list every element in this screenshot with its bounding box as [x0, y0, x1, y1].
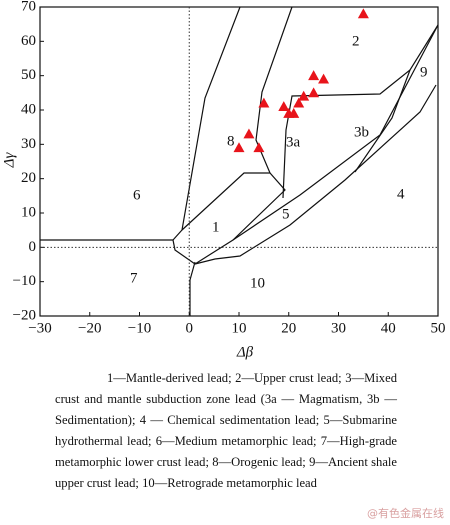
chart: 1 2 3a 3b 4 5 6 7 8 9 10 Δβ Δγ −30 −20 −10… [1, 0, 446, 360]
data-point [288, 107, 300, 118]
region-label: 4 [397, 186, 405, 202]
data-point [293, 97, 305, 108]
y-tick-label: 10 [21, 204, 36, 220]
y-tick-label: −20 [13, 307, 36, 323]
region-label: 7 [130, 270, 138, 286]
x-tick-label: 40 [381, 320, 396, 336]
region-label: 10 [250, 275, 265, 291]
boundary [172, 6, 241, 241]
x-tick-label: −30 [28, 320, 51, 336]
x-tick-label: 50 [431, 320, 446, 336]
region-label: 2 [352, 33, 360, 49]
y-tick-label: 50 [21, 67, 36, 83]
data-point [298, 90, 310, 101]
region-label: 9 [420, 64, 428, 80]
y-tick-label: 0 [29, 239, 37, 255]
region-label: 3a [286, 134, 301, 150]
region-label: 5 [282, 206, 290, 222]
y-tick-label: 20 [21, 170, 36, 186]
region-label: 1 [212, 219, 220, 235]
x-tick-label: −20 [78, 320, 101, 336]
x-tick-label: 10 [232, 320, 247, 336]
boundary [282, 24, 439, 199]
plot-frame [39, 6, 439, 317]
boundary [181, 172, 286, 265]
y-axis-label: Δγ [1, 152, 17, 169]
boundary [232, 24, 439, 241]
caption: 1—Mantle-derived lead; 2—Upper crust lea… [55, 371, 397, 490]
x-tick-label: 0 [186, 320, 194, 336]
y-tick-label: 60 [21, 33, 36, 49]
boundary [354, 69, 411, 173]
x-tick-label: −10 [128, 320, 151, 336]
data-point [258, 97, 270, 108]
data-point [278, 101, 290, 111]
y-tick-label: 70 [21, 0, 36, 14]
boundary [40, 239, 196, 265]
data-point [233, 142, 245, 153]
region-boundaries [40, 6, 439, 316]
x-tick-label: 20 [281, 320, 296, 336]
boundary [189, 261, 196, 316]
data-point [243, 128, 255, 139]
data-point [318, 73, 330, 84]
region-label: 6 [133, 187, 141, 203]
boundary [255, 6, 293, 174]
region-label: 3b [354, 124, 369, 140]
y-tick-label: 40 [21, 101, 36, 117]
data-point [308, 87, 320, 98]
x-axis-label: Δβ [236, 344, 254, 360]
data-point [308, 70, 320, 81]
x-tick-label: 30 [331, 320, 346, 336]
data-point [253, 142, 265, 153]
data-point [357, 8, 369, 19]
boundary [194, 84, 437, 265]
y-tick-label: 30 [21, 136, 36, 152]
watermark: @有色金属在线 [367, 507, 444, 520]
y-tick-label: −10 [13, 273, 36, 289]
region-label: 8 [227, 133, 235, 149]
